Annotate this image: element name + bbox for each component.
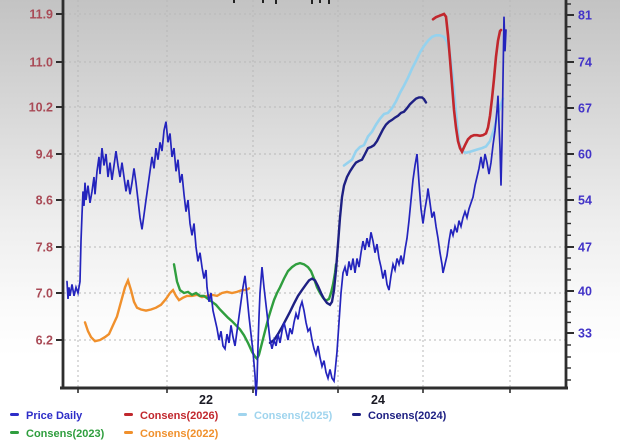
legend-item-consens-2022: Consens(2022) <box>124 428 238 440</box>
clipped-title-mark <box>319 0 321 3</box>
clipped-title-mark <box>262 0 264 3</box>
left-axis-label: 6.2 <box>36 334 53 348</box>
y-axis-right: 81 74 67 60 54 47 40 33 <box>566 3 592 381</box>
series-lines <box>66 12 507 396</box>
legend-swatch-icon <box>238 413 247 416</box>
legend-label: Consens(2026) <box>140 410 219 422</box>
right-axis-label: 60 <box>578 148 592 162</box>
legend-swatch-icon <box>10 431 19 434</box>
legend-label: Consens(2022) <box>140 428 219 440</box>
right-axis-label: 74 <box>578 56 592 70</box>
series-price-daily <box>66 16 507 396</box>
left-axis-label: 11.9 <box>29 8 53 22</box>
legend-swatch-icon <box>352 413 361 416</box>
left-axis-label: 8.6 <box>36 194 53 208</box>
right-axis-label: 67 <box>578 102 592 116</box>
legend-item-consens-2024: Consens(2024) <box>352 410 466 422</box>
left-axis-label: 7.0 <box>36 287 53 301</box>
x-axis: 22 24 <box>77 389 511 407</box>
right-axis-label: 40 <box>578 285 592 299</box>
legend-label: Price Daily <box>26 410 83 422</box>
clipped-title-mark <box>275 0 277 4</box>
clipped-title-mark <box>311 0 313 4</box>
y-axis-left: 11.9 11.0 10.2 9.4 8.6 7.8 7.0 6.2 <box>29 8 63 348</box>
series-consens-2025 <box>342 34 505 167</box>
clipped-title-fragments <box>0 0 620 6</box>
legend-row: Consens(2023) Consens(2022) <box>10 428 610 446</box>
left-axis-label: 10.2 <box>29 101 53 115</box>
legend-row: Price Daily Consens(2026) Consens(2025) Con… <box>10 410 610 428</box>
legend-item-consens-2026: Consens(2026) <box>124 410 238 422</box>
gridlines <box>64 0 565 387</box>
legend-swatch-icon <box>10 413 19 416</box>
axes <box>60 0 568 390</box>
legend-item-price-daily: Price Daily <box>10 410 124 422</box>
legend-label: Consens(2025) <box>254 410 333 422</box>
legend-item-consens-2025: Consens(2025) <box>238 410 352 422</box>
series-consens-2026 <box>431 12 503 155</box>
legend-swatch-icon <box>124 431 133 434</box>
left-axis-label: 11.0 <box>29 56 53 70</box>
left-axis-label: 9.4 <box>36 148 53 162</box>
legend-label: Consens(2024) <box>368 410 447 422</box>
left-axis-label: 7.8 <box>36 241 53 255</box>
chart-legend: Price Daily Consens(2026) Consens(2025) Con… <box>10 410 610 446</box>
legend-label: Consens(2023) <box>26 428 105 440</box>
x-axis-label: 24 <box>371 393 385 407</box>
clipped-title-mark <box>328 0 330 4</box>
right-axis-label: 54 <box>578 194 592 208</box>
series-consens-2024 <box>268 96 428 345</box>
legend-swatch-icon <box>124 413 133 416</box>
right-axis-label: 81 <box>578 9 592 23</box>
series-consens-2022 <box>83 276 251 343</box>
clipped-title-mark <box>233 0 235 3</box>
legend-item-consens-2023: Consens(2023) <box>10 428 124 440</box>
right-axis-label: 33 <box>578 327 592 341</box>
series-consens-2023 <box>172 261 338 361</box>
right-axis-label: 47 <box>578 241 592 255</box>
x-axis-label: 22 <box>199 393 213 407</box>
